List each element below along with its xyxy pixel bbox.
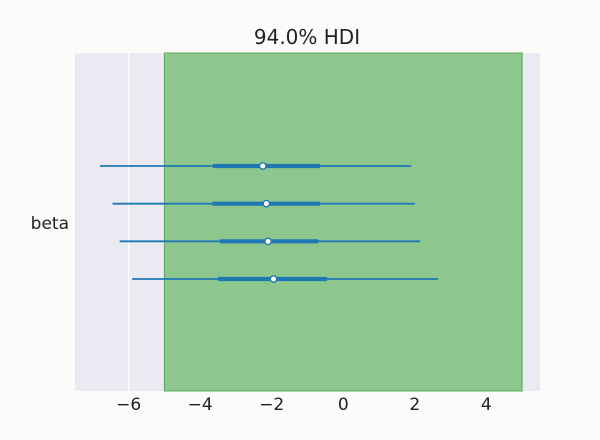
x-tick-label-4: 2	[409, 395, 420, 415]
x-tick-label-3: 0	[338, 395, 349, 415]
rope-band	[163, 52, 523, 392]
x-tick-label-0: −6	[116, 395, 141, 415]
x-tick-label-2: −2	[259, 395, 284, 415]
median-point-2	[264, 237, 273, 246]
x-axis-ticks: −6 −4 −2 0 2 4	[116, 395, 492, 415]
variable-label-beta: beta	[31, 214, 69, 234]
x-tick-label-5: 4	[481, 395, 492, 415]
median-point-3	[269, 275, 278, 283]
chart-title: 94.0% HDI	[254, 25, 360, 49]
median-point-1	[262, 199, 271, 208]
median-point-0	[258, 162, 267, 170]
hdi-intervals	[100, 162, 439, 283]
x-tick-label-1: −4	[188, 395, 213, 415]
